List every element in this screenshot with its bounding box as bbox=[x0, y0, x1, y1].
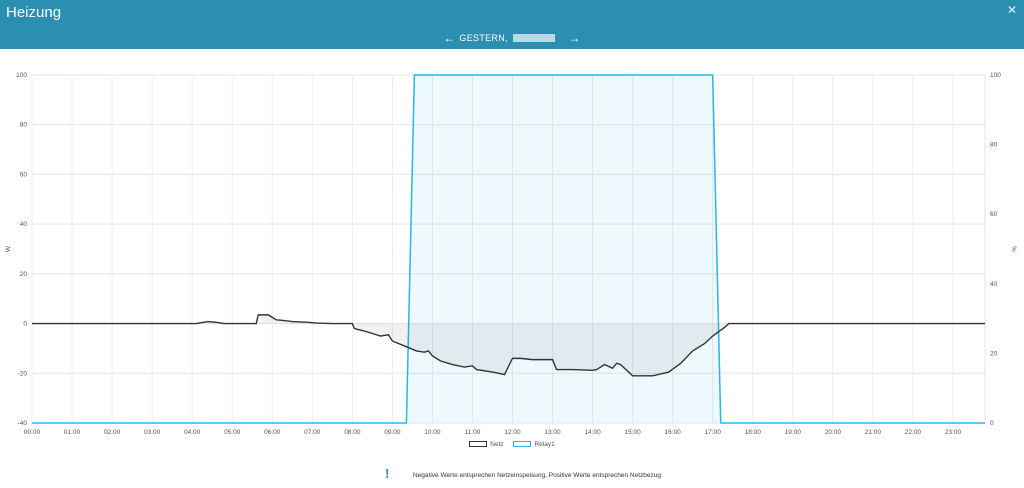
window-title: Heizung bbox=[6, 4, 62, 21]
x-tick-label: 14:00 bbox=[584, 429, 601, 436]
left-tick-label: 80 bbox=[20, 122, 28, 129]
chart-legend: Netz Relay1 bbox=[0, 441, 1024, 448]
left-tick-label: 0 bbox=[23, 321, 27, 328]
series-line-relay1 bbox=[32, 74, 985, 424]
close-icon[interactable]: ✕ bbox=[1006, 3, 1017, 17]
x-tick-label: 17:00 bbox=[705, 429, 722, 436]
right-tick-label: 100 bbox=[990, 72, 1001, 79]
exclamation-icon: ! bbox=[385, 466, 390, 481]
redacted-date bbox=[512, 34, 555, 42]
legend-swatch-netz bbox=[469, 441, 488, 448]
right-tick-label: 60 bbox=[990, 211, 998, 218]
left-tick-label: 20 bbox=[20, 271, 28, 278]
x-tick-label: 22:00 bbox=[905, 429, 922, 436]
left-tick-label: 40 bbox=[20, 221, 28, 228]
x-tick-label: 08:00 bbox=[344, 429, 361, 436]
legend-swatch-relay1 bbox=[513, 441, 532, 448]
series-line-netz bbox=[32, 314, 985, 377]
x-tick-label: 11:00 bbox=[465, 429, 481, 436]
x-tick-label: 09:00 bbox=[384, 429, 401, 436]
right-tick-label: 0 bbox=[990, 420, 994, 427]
legend-label-relay1: Relay1 bbox=[534, 441, 555, 448]
x-tick-label: 16:00 bbox=[665, 429, 682, 436]
series-area-relay1 bbox=[32, 75, 985, 423]
x-tick-label: 21:00 bbox=[865, 429, 882, 436]
x-tick-label: 00:00 bbox=[24, 429, 41, 436]
x-tick-label: 15:00 bbox=[624, 429, 641, 436]
legend-item-netz[interactable]: Netz bbox=[469, 441, 504, 448]
date-label: GESTERN, bbox=[459, 33, 508, 43]
x-tick-label: 19:00 bbox=[785, 429, 802, 436]
left-tick-label: -20 bbox=[18, 370, 28, 377]
arrow-right-icon[interactable]: → bbox=[568, 31, 581, 45]
x-tick-label: 20:00 bbox=[825, 429, 842, 436]
legend-label-netz: Netz bbox=[490, 441, 504, 448]
x-tick-label: 04:00 bbox=[184, 429, 201, 436]
x-tick-label: 01:00 bbox=[64, 429, 81, 436]
x-tick-label: 10:00 bbox=[424, 429, 441, 436]
x-tick-label: 05:00 bbox=[224, 429, 241, 436]
x-tick-label: 07:00 bbox=[304, 429, 321, 436]
arrow-left-icon[interactable]: ← bbox=[443, 31, 456, 45]
x-tick-label: 23:00 bbox=[945, 429, 962, 436]
header: Heizung ✕ ← GESTERN, → bbox=[0, 0, 1024, 49]
x-tick-label: 02:00 bbox=[104, 429, 121, 436]
x-tick-label: 12:00 bbox=[504, 429, 521, 436]
right-axis-title: % bbox=[1010, 246, 1017, 252]
right-tick-label: 20 bbox=[990, 350, 998, 357]
left-tick-label: 100 bbox=[16, 72, 27, 79]
right-tick-label: 40 bbox=[990, 281, 998, 288]
x-tick-label: 06:00 bbox=[264, 429, 281, 436]
left-axis-title: W bbox=[5, 245, 12, 252]
right-tick-label: 80 bbox=[990, 142, 998, 149]
info-note-text: Negative Werte entsprechen Netzeinspeisu… bbox=[413, 472, 661, 479]
x-tick-label: 13:00 bbox=[544, 429, 561, 436]
legend-item-relay1[interactable]: Relay1 bbox=[513, 441, 555, 448]
x-tick-label: 18:00 bbox=[745, 429, 762, 436]
date-navigation: ← GESTERN, → bbox=[0, 31, 1024, 45]
left-tick-label: 60 bbox=[20, 171, 28, 178]
left-tick-label: -40 bbox=[18, 420, 28, 427]
x-tick-label: 03:00 bbox=[144, 429, 161, 436]
power-chart: 100 80 60 40 20 0 -20 -40 100 80 60 40 20 0 00:00 01:00… bbox=[5, 72, 1017, 436]
series-area-netz bbox=[32, 314, 985, 376]
